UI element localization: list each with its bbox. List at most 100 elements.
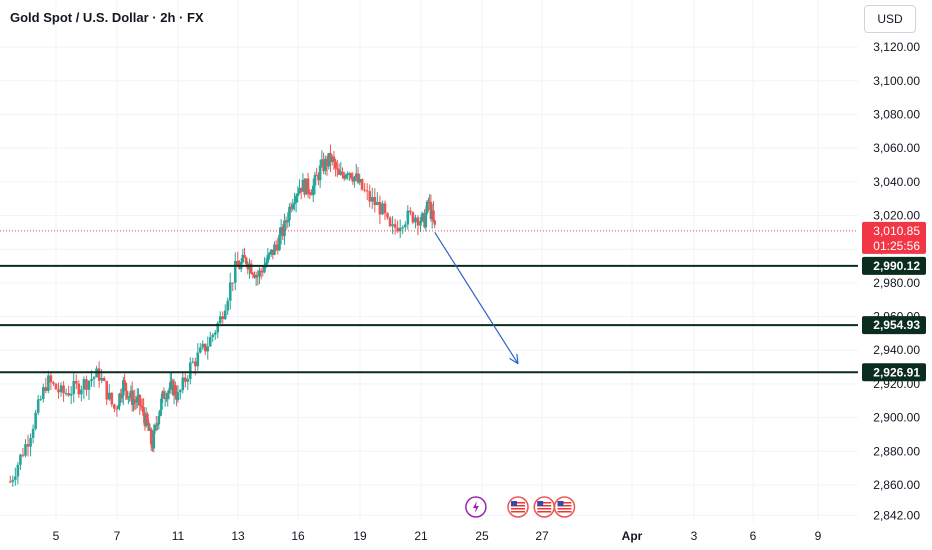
- candle-body: [263, 265, 266, 273]
- candle-body: [152, 430, 156, 449]
- candle-body: [146, 413, 149, 423]
- candle-body: [100, 377, 103, 381]
- price-axis-tick-label: 3,080.00: [873, 107, 920, 121]
- time-axis-tick-label: 5: [53, 529, 60, 543]
- projection-arrow[interactable]: [434, 232, 519, 365]
- candle-body: [34, 412, 37, 429]
- candle-body: [29, 437, 32, 447]
- time-axis-tick-label: 7: [114, 529, 121, 543]
- candle-body: [308, 191, 312, 195]
- candle-body: [391, 224, 394, 227]
- candle-body: [283, 220, 286, 237]
- candle-body: [432, 210, 435, 221]
- candle-body: [398, 227, 402, 232]
- candle-body: [155, 425, 158, 427]
- horizontal-levels[interactable]: [0, 230, 858, 374]
- currency-selector[interactable]: USD: [864, 5, 916, 33]
- candle-body: [339, 171, 343, 175]
- price-axis-tick-label: 3,100.00: [873, 74, 920, 88]
- event-markers[interactable]: [465, 496, 576, 518]
- candle-body: [133, 399, 137, 402]
- candle-body: [386, 213, 389, 218]
- candle-body: [67, 393, 70, 396]
- us-flag-event-icon: [553, 496, 576, 518]
- time-axis-tick-label: 11: [172, 529, 185, 543]
- candle-body: [264, 262, 268, 266]
- candle-body: [77, 383, 81, 395]
- candle-body: [258, 270, 261, 277]
- candle-body: [317, 175, 320, 181]
- candle-body: [216, 323, 220, 333]
- candle-body: [31, 428, 35, 438]
- flag-stripe: [557, 505, 572, 507]
- candle-body: [208, 337, 212, 347]
- candle-body: [181, 377, 185, 391]
- candle-body: [176, 392, 180, 401]
- candle-body: [358, 179, 362, 183]
- candle-body: [162, 391, 166, 399]
- candle-body: [135, 397, 139, 403]
- candle-body: [130, 390, 134, 405]
- price-axis: 2,842.002,860.002,880.002,900.002,920.00…: [858, 0, 932, 550]
- grid: [0, 0, 858, 522]
- candle-body: [241, 254, 245, 262]
- candle-body: [19, 454, 22, 465]
- candle-body: [381, 203, 384, 215]
- candle-body: [268, 252, 271, 255]
- flag-stripe: [511, 508, 525, 510]
- projection-arrow-head: [516, 353, 519, 364]
- candle-body: [320, 159, 324, 166]
- candle-body: [74, 380, 78, 384]
- candle-body: [132, 399, 135, 405]
- candle-body: [157, 415, 161, 425]
- candle-body: [311, 185, 315, 196]
- candle-body: [332, 156, 336, 162]
- candle-body: [128, 396, 131, 398]
- candle-body: [403, 224, 407, 228]
- price-axis-tick-label: 3,040.00: [873, 175, 920, 189]
- candle-body: [286, 220, 290, 223]
- current-price-tag: [862, 221, 926, 254]
- candle-body: [158, 410, 162, 416]
- candle-body: [301, 179, 305, 192]
- candle-body: [356, 173, 360, 183]
- price-axis-tick-label: 2,980.00: [873, 276, 920, 290]
- candle-body: [281, 227, 285, 237]
- chart-title: Gold Spot / U.S. Dollar · 2h · FX: [10, 10, 204, 25]
- candle-body: [39, 398, 43, 400]
- time-axis-tick-label: 16: [291, 529, 305, 543]
- candle-body: [274, 244, 278, 246]
- us-flag-event-icon: [507, 496, 529, 518]
- candle-body: [269, 249, 273, 253]
- candle-body: [370, 197, 374, 202]
- candle-body: [291, 204, 295, 209]
- level-price-label: 2,954.93: [873, 318, 920, 332]
- candle-body: [226, 300, 230, 311]
- candle-body: [105, 381, 109, 400]
- price-axis-background: [858, 0, 932, 550]
- candle-body: [178, 390, 182, 393]
- candle-body: [433, 220, 437, 225]
- candle-body: [303, 179, 306, 195]
- flag-stripe: [557, 508, 572, 510]
- candle-body: [236, 260, 240, 267]
- candle-body: [80, 389, 83, 395]
- candle-body: [221, 316, 225, 320]
- current-price-label: 3,010.85: [873, 224, 920, 238]
- candle-body: [334, 161, 337, 169]
- flag-stripe: [537, 508, 552, 510]
- candle-body: [376, 201, 379, 206]
- candle-body: [341, 171, 344, 176]
- candle-body: [271, 249, 275, 255]
- candle-body: [52, 382, 55, 384]
- candle-body: [276, 245, 280, 251]
- candle-body: [139, 405, 143, 407]
- candle-body: [188, 362, 192, 379]
- candle-body: [153, 425, 157, 431]
- candle-body: [349, 173, 353, 179]
- candle-body: [122, 380, 125, 396]
- candle-body: [401, 227, 405, 229]
- candle-body: [293, 202, 296, 205]
- level-price-tag: [862, 363, 926, 382]
